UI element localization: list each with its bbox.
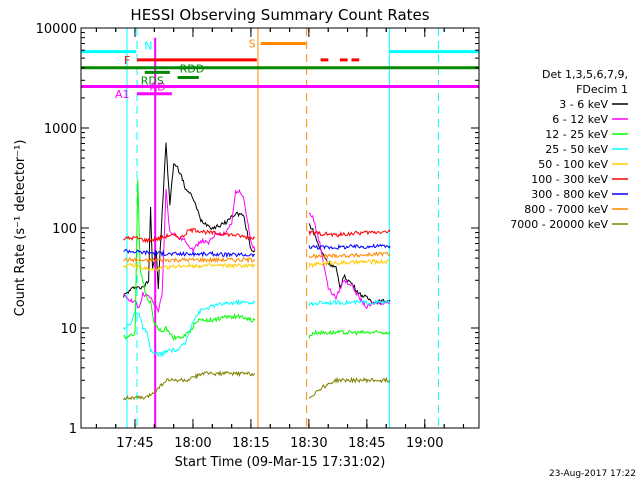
series-line-1-0	[123, 188, 256, 314]
x-tick-label-5: 19:00	[406, 436, 443, 451]
x-tick-label-1: 18:00	[174, 436, 211, 451]
legend-label-3: 25 - 50 keV	[545, 143, 608, 156]
y-axis-label: Count Rate (s⁻¹ detector⁻¹)	[13, 140, 28, 317]
y-tick-label-2: 100	[52, 222, 77, 237]
x-axis-label: Start Time (09-Mar-15 17:31:02)	[175, 455, 386, 470]
series-line-4-0	[123, 262, 256, 272]
flag-label-rdd: RDD	[180, 62, 205, 75]
legend-label-7: 800 - 7000 keV	[524, 203, 608, 216]
flag-label-ad: AD	[150, 81, 166, 94]
flag-label-s: S	[249, 37, 256, 50]
x-tick-label-2: 18:15	[232, 436, 269, 451]
series-line-7-0	[123, 256, 255, 264]
series-line-8-1	[309, 376, 391, 399]
series-line-4-1	[308, 258, 391, 269]
x-tick-label-4: 18:45	[348, 436, 385, 451]
y-tick-label-0: 1	[69, 422, 77, 437]
series-line-5-1	[308, 229, 391, 238]
legend-header-0: Det 1,3,5,6,7,9,	[542, 68, 628, 81]
legend-label-2: 12 - 25 keV	[545, 128, 608, 141]
series-line-2-1	[308, 329, 391, 339]
flag-label-a1: A1	[115, 88, 130, 101]
legend-label-6: 300 - 800 keV	[531, 188, 608, 201]
flag-label-rds: RDS	[141, 74, 164, 87]
series-line-5-0	[123, 227, 256, 244]
series-line-8-0	[123, 369, 256, 401]
series-line-3-1	[308, 299, 391, 307]
chart-title: HESSI Observing Summary Count Rates	[130, 6, 429, 24]
legend-label-1: 6 - 12 keV	[552, 113, 608, 126]
legend-label-0: 3 - 6 keV	[559, 98, 608, 111]
y-tick-label-4: 10000	[36, 22, 77, 37]
footer-timestamp: 23-Aug-2017 17:22	[549, 469, 636, 479]
y-tick-label-1: 10	[60, 322, 77, 337]
series-line-6-1	[308, 243, 391, 250]
legend: Det 1,3,5,6,7,9, FDecim 1 3 - 6 keV 6 - 12 …	[510, 68, 628, 231]
series-line-3-0	[123, 298, 256, 358]
flag-label-n: N	[144, 40, 152, 53]
series-line-6-0	[123, 249, 256, 259]
flag-label-f: F	[124, 54, 130, 67]
legend-label-5: 100 - 300 keV	[531, 173, 608, 186]
series-line-0-0	[123, 142, 256, 298]
axes: 1 10 100 1000 10000 17:45 18:00 18:15 18:30 18:45…	[36, 22, 479, 451]
legend-header-1: FDecim 1	[576, 83, 628, 96]
legend-label-4: 50 - 100 keV	[538, 158, 608, 171]
series-line-7-1	[308, 251, 391, 260]
legend-label-8: 7000 - 20000 keV	[510, 218, 608, 231]
series-lines	[123, 142, 391, 401]
x-tick-label-3: 18:30	[290, 436, 327, 451]
x-tick-label-0: 17:45	[116, 436, 153, 451]
y-tick-label-3: 1000	[44, 122, 77, 137]
